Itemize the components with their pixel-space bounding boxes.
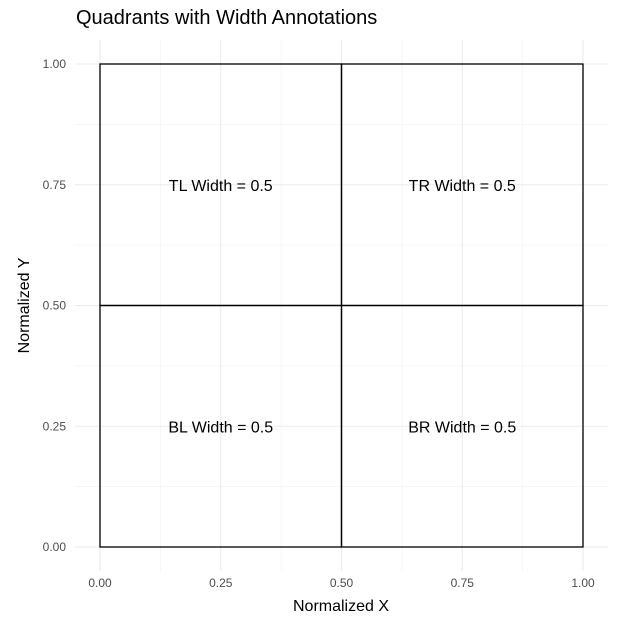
quadrant-layer xyxy=(99,63,584,548)
quadrant-tl-label: TL Width = 0.5 xyxy=(169,178,273,195)
annotation-layer: TL Width = 0.5 TR Width = 0.5 BL Width = 0… xyxy=(168,178,516,437)
tick-layer: 0.00 0.25 0.50 0.75 1.00 0.00 0.25 0.50 0.75 1.00 xyxy=(43,57,595,590)
chart-title: Quadrants with Width Annotations xyxy=(76,7,377,29)
x-tick-label: 0.75 xyxy=(451,576,475,590)
quadrant-br-label: BR Width = 0.5 xyxy=(408,419,516,436)
x-tick-label: 0.00 xyxy=(88,576,112,590)
x-tick-label: 0.25 xyxy=(209,576,233,590)
x-axis-label: Normalized X xyxy=(293,598,389,615)
quadrant-bl-label: BL Width = 0.5 xyxy=(168,419,273,436)
quadrant-br-rect xyxy=(340,304,584,548)
x-tick-label: 0.50 xyxy=(330,576,354,590)
y-tick-label: 0.00 xyxy=(43,540,67,554)
x-tick-label: 1.00 xyxy=(571,576,595,590)
y-tick-label: 0.25 xyxy=(43,419,67,433)
quadrant-tr-label: TR Width = 0.5 xyxy=(409,178,516,195)
y-tick-label: 0.50 xyxy=(43,299,67,313)
y-axis-label: Normalized Y xyxy=(16,257,33,353)
y-tick-label: 0.75 xyxy=(43,178,67,192)
y-tick-label: 1.00 xyxy=(43,57,67,71)
